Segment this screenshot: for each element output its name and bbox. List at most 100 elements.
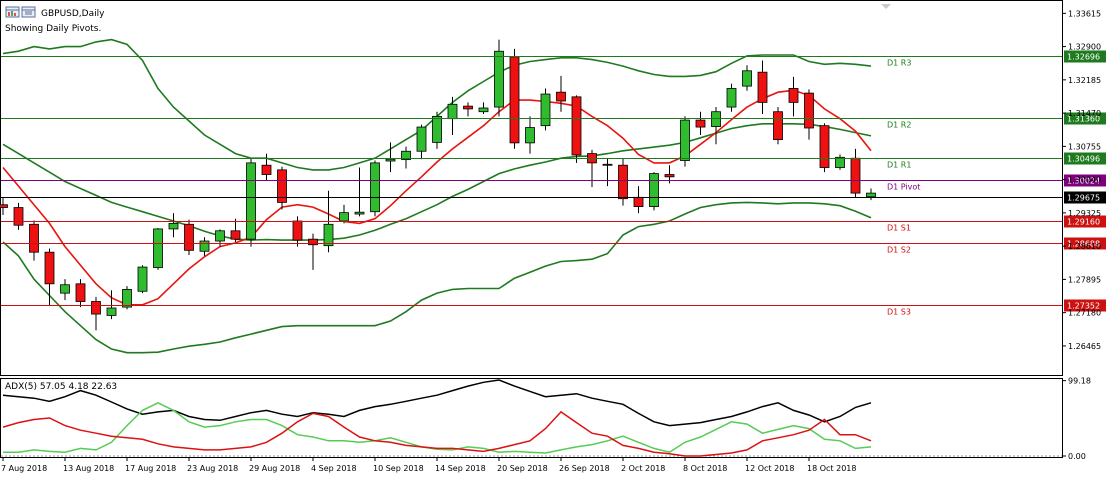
bear-candle-body	[819, 125, 830, 168]
bear-candle-body	[13, 207, 24, 226]
time-tick-label: 23 Aug 2018	[187, 464, 238, 473]
chart-window-icon[interactable]	[5, 6, 36, 18]
bear-candle-body	[757, 71, 768, 103]
price-tick-label: 1.28610	[1068, 242, 1101, 251]
bull-candle-body	[385, 158, 396, 162]
level-label: D1 R1	[887, 161, 911, 170]
bull-candle-body	[680, 119, 690, 161]
bull-candle-body	[137, 266, 148, 292]
time-tick-label: 8 Oct 2018	[683, 464, 727, 473]
bull-candle-body	[199, 240, 210, 252]
price-tick-label: 1.32185	[1068, 76, 1101, 85]
adx-plot-frame	[0, 378, 1063, 458]
bull-candle-body	[122, 289, 132, 308]
bull-candle-body	[540, 93, 551, 127]
moving-average-line	[2, 89, 872, 306]
bear-candle-body	[804, 92, 814, 129]
bear-candle-body	[0, 204, 8, 208]
bear-candle-body	[44, 251, 55, 285]
level-label: D1 S1	[887, 224, 911, 233]
adx-plus-di-line	[3, 401, 872, 454]
time-tick-label: 10 Sep 2018	[373, 464, 424, 473]
pivot-levels: D1 R3 D1 R2 D1 R1 D1 Pivot D1 S1 D1 S2 D1 S3	[1, 56, 1062, 317]
time-tick-label: 17 Aug 2018	[125, 464, 176, 473]
bear-candle-body	[75, 283, 86, 302]
bear-candle-body	[618, 164, 628, 200]
time-tick-label: 2 Oct 2018	[621, 464, 665, 473]
price-tick-label: 1.27895	[1068, 275, 1101, 284]
bollinger-upper-band	[2, 38, 872, 171]
bear-candle-body	[695, 119, 706, 128]
bull-candle-body	[339, 212, 349, 222]
bear-candle-body	[230, 230, 241, 240]
time-tick-label: 7 Aug 2018	[1, 464, 47, 473]
price-tick-label: 1.31470	[1068, 109, 1101, 118]
bull-candle-body	[742, 70, 752, 87]
bull-candle-body	[106, 307, 117, 316]
bollinger-middle-band	[2, 123, 872, 241]
time-tick-label: 29 Aug 2018	[249, 464, 300, 473]
bull-candle-body	[416, 126, 427, 152]
time-tick-label: 14 Sep 2018	[435, 464, 486, 473]
level-price-tag	[1064, 299, 1106, 312]
bull-candle-body	[711, 111, 721, 127]
adx-plot: 99.18 0.00	[1, 377, 1091, 461]
bull-candle-body	[866, 192, 876, 198]
level-label: D1 R2	[887, 121, 911, 130]
level-price-label: 1.31360	[1067, 115, 1100, 124]
bull-candle-body	[835, 156, 845, 168]
symbol-title: GBPUSD,Daily	[41, 9, 105, 19]
bear-candle-body	[463, 105, 473, 110]
level-price-label: 1.32696	[1067, 53, 1100, 62]
price-axis: 1.32696 1.31360 1.30496 1.30024 1.29675 1.291…	[1062, 9, 1106, 351]
bear-candle-body	[184, 223, 194, 251]
bull-candle-body	[726, 88, 737, 108]
bull-candle-body	[354, 211, 365, 215]
bear-candle-body	[91, 301, 101, 315]
bear-candle-body	[633, 196, 644, 208]
bear-candle-body	[556, 91, 566, 102]
level-price-tag	[1064, 174, 1106, 187]
level-price-label: 1.30024	[1067, 177, 1100, 186]
time-axis: 7 Aug 2018 13 Aug 2018 17 Aug 2018 23 Aug 2…	[1, 458, 856, 473]
time-tick-label: 20 Sep 2018	[497, 464, 548, 473]
price-tick-label: 1.33615	[1068, 9, 1101, 18]
candles-layer	[0, 39, 876, 331]
level-label: D1 Pivot	[887, 183, 920, 192]
bollinger-lower-band	[2, 201, 872, 354]
bear-candle-body	[850, 157, 861, 194]
price-tick-label: 1.30755	[1068, 142, 1101, 151]
adx-tick-label: 0.00	[1068, 452, 1086, 461]
bear-candle-body	[29, 223, 39, 253]
bull-candle-body	[494, 50, 504, 108]
bear-candle-body	[788, 88, 799, 103]
scroll-marker-icon[interactable]	[881, 4, 891, 9]
price-tick-label: 1.29325	[1068, 209, 1101, 218]
level-label: D1 R3	[887, 59, 911, 68]
level-price-label: 1.29160	[1067, 218, 1100, 227]
bull-candle-body	[215, 230, 225, 242]
bull-candle-body	[153, 228, 163, 268]
time-tick-label: 4 Sep 2018	[311, 464, 357, 473]
bull-candle-body	[478, 107, 489, 113]
level-price-label: 1.28688	[1067, 240, 1100, 249]
level-price-label: 1.30496	[1067, 155, 1100, 164]
level-label: D1 S3	[887, 308, 911, 317]
level-price-tag	[1064, 191, 1106, 204]
time-tick-label: 18 Oct 2018	[807, 464, 856, 473]
bull-candle-body	[401, 150, 411, 161]
bear-candle-body	[277, 169, 287, 203]
bull-candle-body	[323, 223, 334, 247]
adx-tick-label: 99.18	[1068, 377, 1091, 386]
adx-title: ADX(5) 57.05 4.18 22.63	[5, 382, 117, 392]
time-tick-label: 26 Sep 2018	[559, 464, 610, 473]
level-label: D1 S2	[887, 246, 911, 255]
bull-candle-body	[370, 162, 380, 213]
bull-candle-body	[649, 173, 659, 208]
price-tick-label: 1.27180	[1068, 309, 1101, 318]
pivot-subtitle: Showing Daily Pivots.	[5, 24, 101, 34]
time-tick-label: 13 Aug 2018	[63, 464, 114, 473]
time-tick-label: 12 Oct 2018	[745, 464, 794, 473]
adx-minus-di-line	[2, 410, 872, 457]
